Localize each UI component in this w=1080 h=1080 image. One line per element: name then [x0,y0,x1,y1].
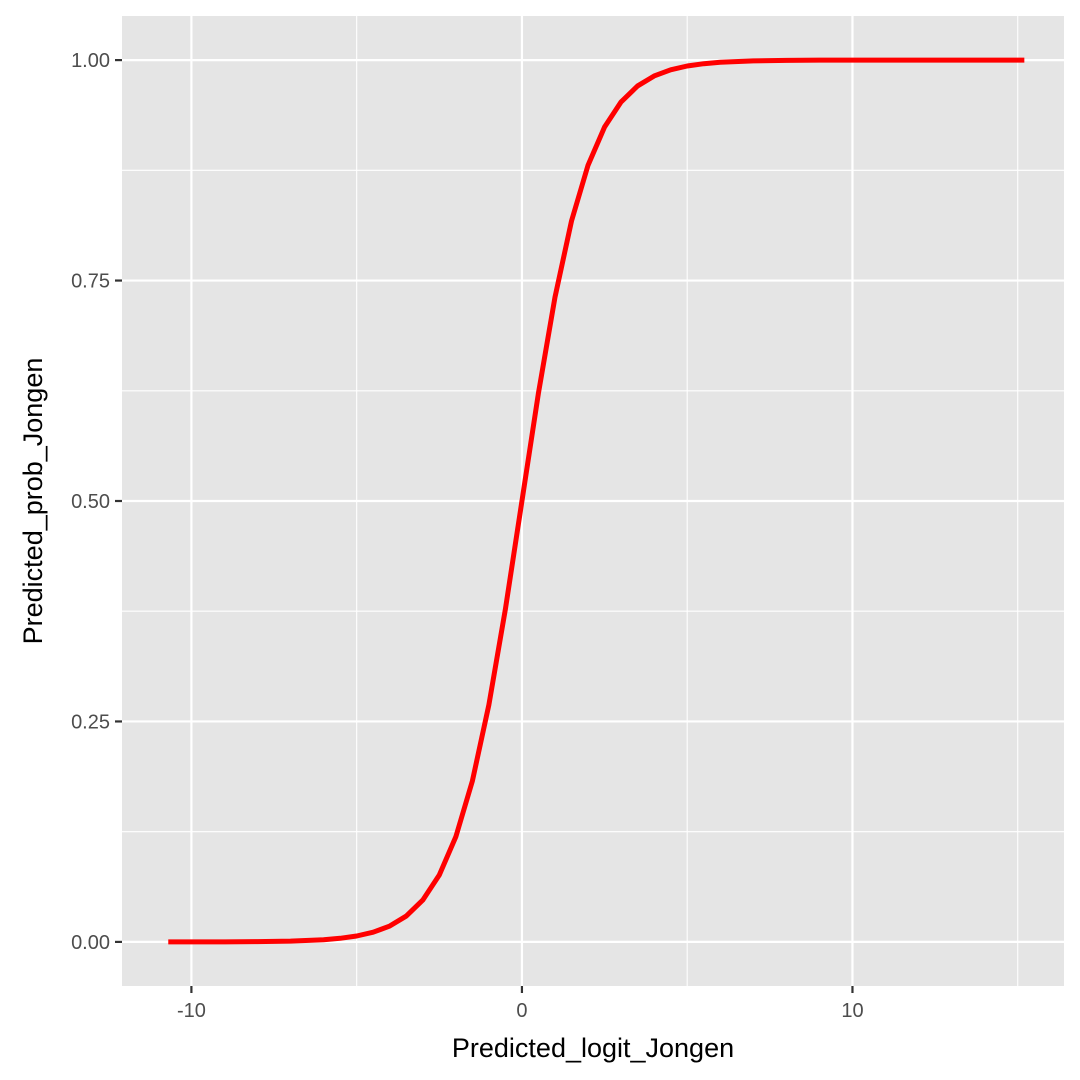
x-axis: -10 0 10 [177,986,864,1022]
y-tick-label: 0.25 [71,711,110,733]
x-tick-label: 0 [516,1000,527,1022]
y-tick-label: 0.75 [71,271,110,293]
x-tick-label: 10 [841,1000,863,1022]
y-axis-title: Predicted_prob_Jongen [18,358,48,645]
series-layer [168,57,1025,945]
x-tick-label: -10 [177,1000,206,1022]
y-axis: 0.00 0.25 0.50 0.75 1.00 [71,50,122,954]
y-tick-label: 0.00 [71,932,110,954]
x-axis-title: Predicted_logit_Jongen [452,1033,734,1063]
y-tick-label: 0.50 [71,491,110,513]
series-line [168,57,1025,945]
y-tick-label: 1.00 [71,50,110,72]
